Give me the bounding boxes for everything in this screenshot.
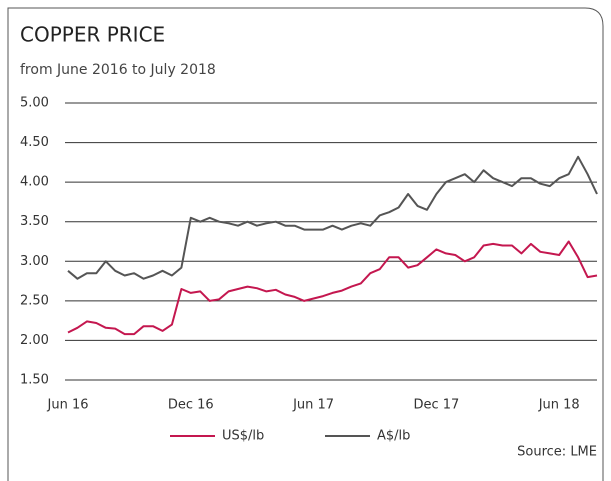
y-tick-label: 2.00 — [20, 333, 49, 348]
card-border — [7, 7, 604, 481]
chart-subtitle: from June 2016 to July 2018 — [20, 62, 216, 78]
legend-label: US$/lb — [222, 429, 264, 444]
y-tick-label: 4.50 — [20, 135, 49, 150]
y-tick-label: 1.50 — [20, 373, 49, 388]
data-line — [67, 155, 598, 280]
x-tick-label: Jun 16 — [47, 398, 89, 413]
chart-title: COPPER PRICE — [20, 23, 165, 47]
data-line — [67, 240, 598, 336]
x-tick-label: Dec 17 — [413, 398, 459, 413]
y-tick-label: 3.50 — [20, 214, 49, 229]
y-tick-label: 2.50 — [20, 293, 49, 308]
y-tick-label: 4.00 — [20, 175, 49, 190]
y-tick-label: 5.00 — [20, 96, 49, 111]
legend-label: A$/lb — [377, 429, 410, 444]
source-note: Source: LME — [517, 445, 597, 460]
x-tick-label: Jun 18 — [538, 398, 580, 413]
x-tick-label: Dec 16 — [168, 398, 214, 413]
x-tick-label: Jun 17 — [292, 398, 334, 413]
y-tick-label: 3.00 — [20, 254, 49, 269]
